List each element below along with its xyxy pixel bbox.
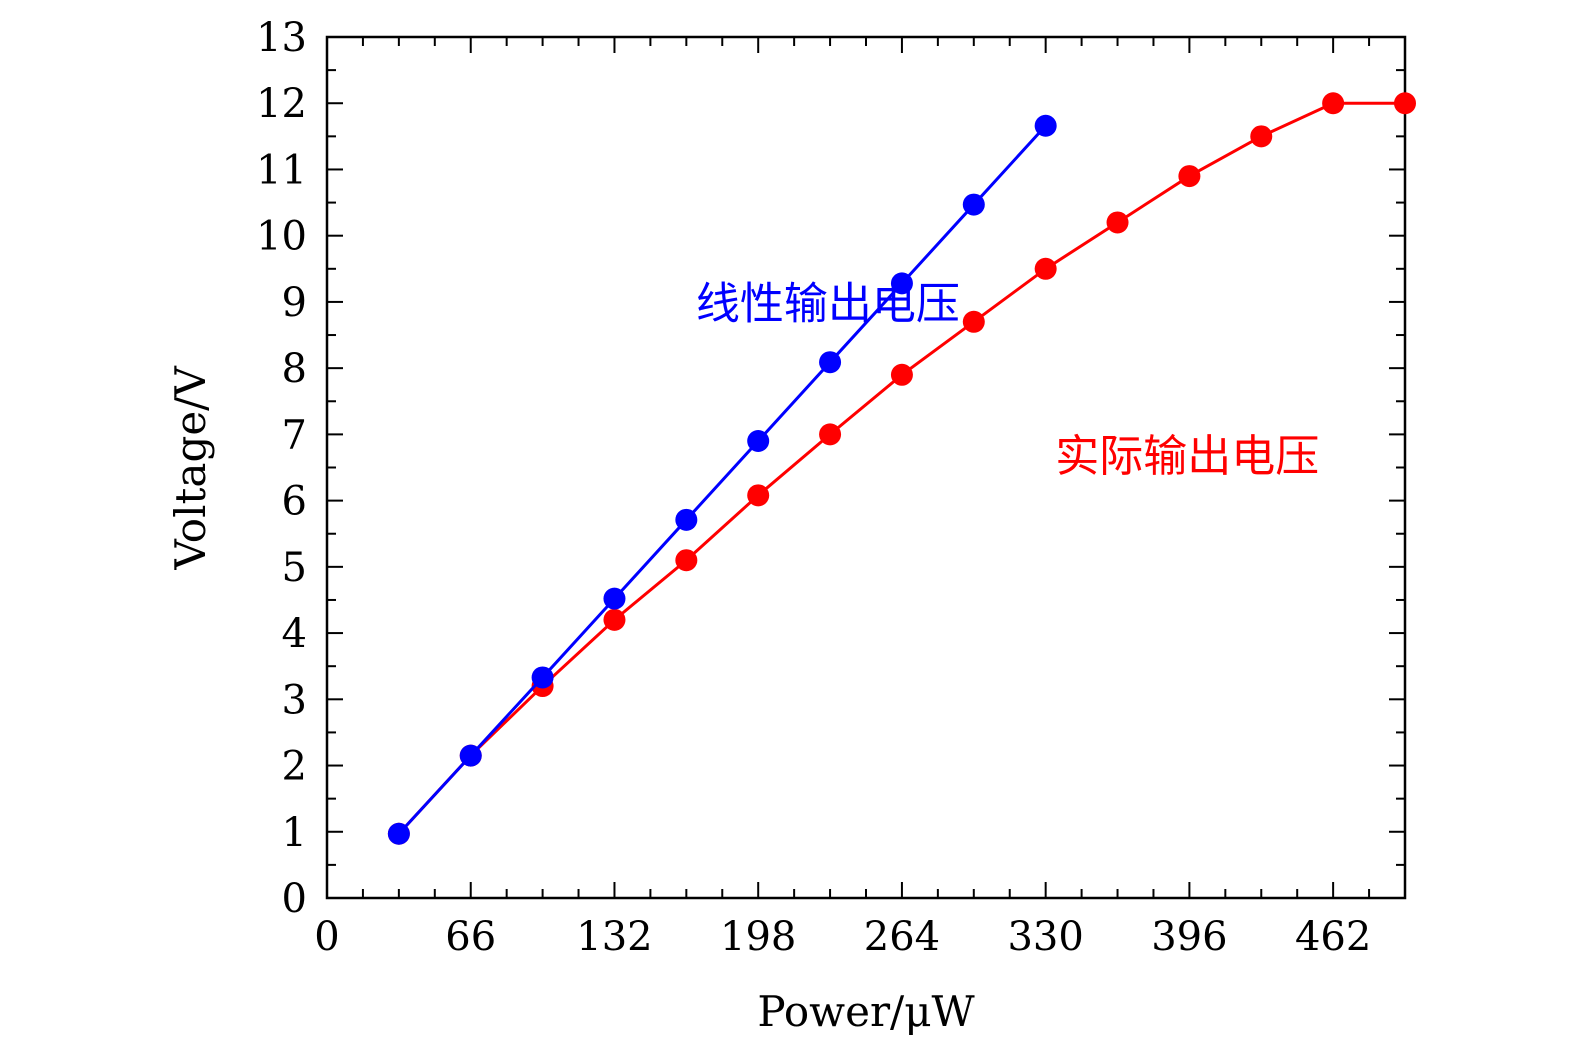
series-layer <box>387 92 1416 845</box>
series-line <box>397 124 1047 835</box>
y-tick-label: 5 <box>282 545 307 591</box>
data-point <box>1034 114 1057 137</box>
data-point <box>603 608 626 631</box>
data-point <box>603 587 626 610</box>
data-point <box>387 822 410 845</box>
x-tick-label: 198 <box>720 914 796 960</box>
data-point <box>1394 92 1416 115</box>
x-tick-label: 132 <box>576 914 652 960</box>
y-tick-label: 7 <box>282 412 307 458</box>
data-point <box>962 193 985 216</box>
y-tick-label: 6 <box>282 479 307 525</box>
data-point <box>890 363 913 386</box>
data-point <box>819 351 842 374</box>
x-tick-label: 330 <box>1007 914 1083 960</box>
x-tick-label: 396 <box>1151 914 1227 960</box>
x-axis-title: Power/μW <box>757 987 975 1036</box>
y-axis-title: Voltage/V <box>166 366 215 571</box>
data-point <box>1106 211 1129 234</box>
y-tick-label: 9 <box>282 280 307 326</box>
data-point <box>1034 257 1057 280</box>
y-tick-label: 8 <box>282 346 307 392</box>
y-tick-label: 0 <box>282 876 307 922</box>
y-tick-label: 3 <box>282 677 307 723</box>
actual-voltage-label: 实际输出电压 <box>1055 431 1319 482</box>
data-point <box>819 423 842 446</box>
data-point <box>531 666 554 689</box>
y-tick-label: 4 <box>282 611 307 657</box>
x-tick-label: 66 <box>445 914 496 960</box>
x-tick-label: 462 <box>1295 914 1371 960</box>
y-tick-label: 12 <box>256 81 307 127</box>
data-point <box>675 549 698 572</box>
linear-voltage-label: 线性输出电压 <box>696 278 960 329</box>
data-point <box>1322 92 1345 115</box>
y-tick-label: 2 <box>282 744 307 790</box>
data-point <box>890 272 913 295</box>
data-point <box>747 484 770 507</box>
data-point <box>675 508 698 531</box>
x-tick-label: 0 <box>314 914 339 960</box>
data-point <box>1250 125 1273 148</box>
y-tick-label: 1 <box>282 810 307 856</box>
y-tick-label: 13 <box>256 15 307 61</box>
data-point <box>459 744 482 767</box>
series-linear <box>387 114 1057 845</box>
data-point <box>1178 165 1201 188</box>
data-point <box>962 310 985 333</box>
data-point <box>747 430 770 453</box>
y-tick-label: 11 <box>256 147 307 193</box>
y-tick-label: 10 <box>256 214 307 260</box>
x-tick-label: 264 <box>864 914 940 960</box>
